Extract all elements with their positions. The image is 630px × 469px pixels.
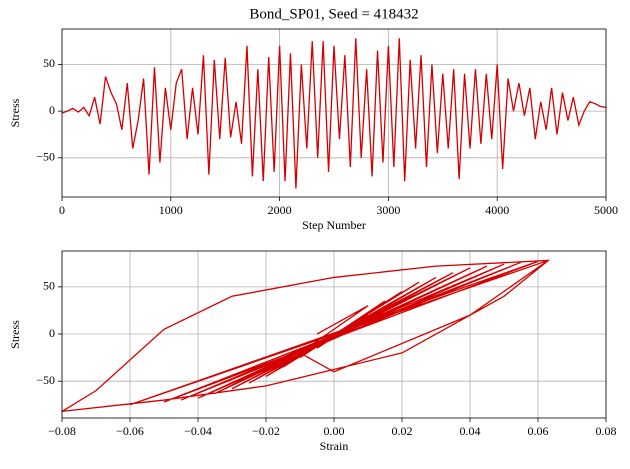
y-tick-label: 50: [43, 56, 55, 70]
x-axis-label: Strain: [320, 439, 349, 453]
y-tick-label: −50: [36, 373, 55, 387]
y-tick-label: −50: [36, 150, 55, 164]
x-tick-label: 0.04: [460, 424, 481, 438]
x-tick-label: −0.04: [184, 424, 212, 438]
x-tick-label: 5000: [594, 203, 618, 217]
x-tick-label: −0.06: [116, 424, 144, 438]
chart-title: Bond_SP01, Seed = 418432: [249, 6, 418, 22]
y-tick-label: 0: [49, 326, 55, 340]
y-tick-label: 0: [49, 103, 55, 117]
x-tick-label: 2000: [268, 203, 292, 217]
x-tick-label: 1000: [159, 203, 183, 217]
x-tick-label: 3000: [376, 203, 400, 217]
x-tick-label: 0.06: [528, 424, 549, 438]
x-tick-label: 0.02: [392, 424, 413, 438]
x-tick-label: −0.08: [48, 424, 76, 438]
x-tick-label: 4000: [485, 203, 509, 217]
y-axis-label: Stress: [8, 98, 22, 127]
plot-frame: [61, 28, 607, 198]
y-axis-label: Stress: [8, 320, 22, 349]
y-tick-label: 50: [43, 279, 55, 293]
x-tick-label: 0: [59, 203, 65, 217]
data-line: [61, 259, 551, 413]
data-line: [61, 38, 607, 189]
x-tick-label: 0.00: [324, 424, 345, 438]
x-tick-label: 0.08: [596, 424, 617, 438]
x-axis-label: Step Number: [302, 218, 366, 232]
plot-frame: [61, 250, 607, 419]
x-tick-label: −0.02: [252, 424, 280, 438]
